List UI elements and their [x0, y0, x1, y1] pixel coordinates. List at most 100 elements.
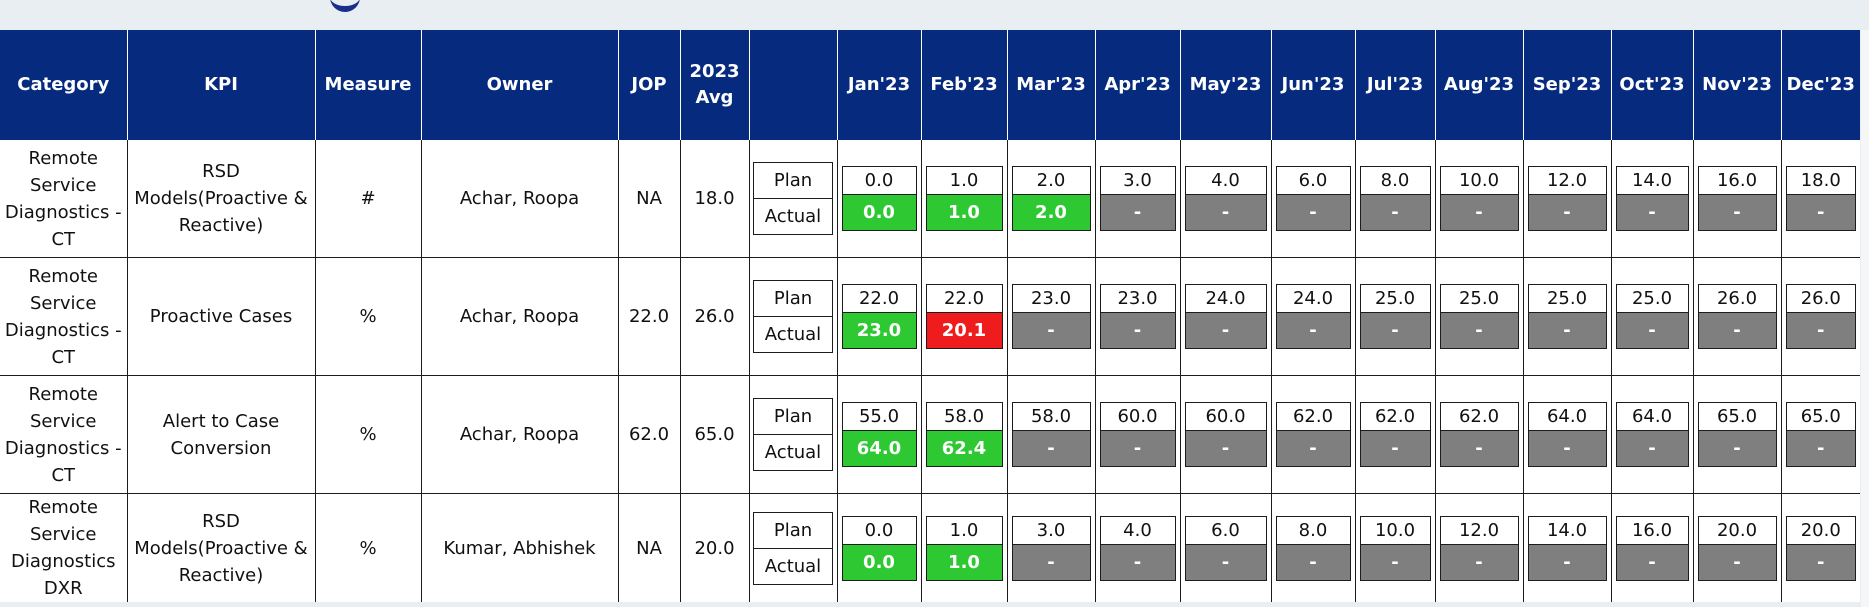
actual-value: - — [1100, 544, 1175, 580]
month-cell: 24.0- — [1180, 257, 1272, 376]
plan-value: 22.0 — [842, 285, 916, 313]
col-header-mar[interactable]: Mar'23 — [1007, 30, 1096, 140]
actual-value: - — [1276, 431, 1350, 466]
month-cell: 22.0 23.0 — [837, 257, 922, 376]
actual-value: - — [1616, 431, 1688, 466]
actual-label: Actual — [754, 316, 832, 352]
plan-value: 14.0 — [1528, 516, 1606, 545]
month-cell: 14.0- — [1611, 140, 1694, 258]
plan-value: 20.0 — [1786, 516, 1855, 545]
table-row[interactable]: Remote Service Diagnostics - CT Alert to … — [0, 375, 1860, 494]
table-row[interactable]: Remote Service Diagnostics - CT Proactive… — [0, 257, 1860, 376]
month-cell: 55.0 64.0 — [837, 375, 922, 494]
col-header-feb[interactable]: Feb'23 — [921, 30, 1008, 140]
plan-value: 65.0 — [1786, 403, 1855, 431]
plan-label: Plan — [773, 288, 813, 309]
plan-value: 60.0 — [1185, 403, 1266, 431]
vertical-scrollbar[interactable] — [1861, 30, 1869, 607]
plan-value: 10.0 — [1360, 516, 1430, 545]
col-header-apr[interactable]: Apr'23 — [1095, 30, 1181, 140]
plan-value: 3.0 — [1012, 516, 1090, 545]
month-cell: 1.0 1.0 — [921, 493, 1008, 602]
col-header-category[interactable]: Category — [0, 30, 128, 140]
plan-value: 14.0 — [1616, 167, 1688, 195]
col-header-may[interactable]: May'23 — [1180, 30, 1272, 140]
plan-actual-label-cell: Plan Actual — [749, 493, 838, 602]
category-cell: Remote Service Diagnostics - CT — [0, 257, 128, 376]
col-header-kpi[interactable]: KPI — [127, 30, 316, 140]
month-value-box: 10.0- — [1359, 515, 1431, 581]
month-value-box: 22.0 23.0 — [841, 284, 917, 349]
month-value-box: 25.0- — [1359, 284, 1431, 349]
col-header-avg[interactable]: 2023 Avg — [680, 30, 750, 140]
month-value-box: 25.0- — [1527, 284, 1607, 349]
month-value-box: 22.0 20.1 — [925, 284, 1003, 349]
plan-label: Plan — [773, 406, 813, 427]
month-cell: 2.0 2.0 — [1007, 140, 1096, 258]
actual-value: - — [1360, 431, 1430, 466]
plan-value: 24.0 — [1185, 285, 1266, 313]
plan-value: 6.0 — [1276, 167, 1350, 195]
month-cell: 16.0- — [1693, 140, 1782, 258]
plan-value: 55.0 — [842, 403, 916, 431]
plan-value: 18.0 — [1786, 167, 1855, 195]
actual-value: - — [1528, 313, 1606, 348]
title-fragment — [330, 0, 360, 12]
month-value-box: 1.0 1.0 — [925, 515, 1003, 581]
actual-label: Actual — [754, 198, 832, 234]
table-row[interactable]: Remote Service Diagnostics - CT RSD Model… — [0, 140, 1860, 258]
kpi-cell: Alert to Case Conversion — [127, 375, 316, 494]
month-value-box: 23.0- — [1099, 284, 1176, 349]
month-cell: 4.0- — [1095, 493, 1181, 602]
col-header-jun[interactable]: Jun'23 — [1271, 30, 1356, 140]
actual-value: - — [1528, 544, 1606, 580]
plan-value: 12.0 — [1440, 516, 1518, 545]
col-header-oct[interactable]: Oct'23 — [1611, 30, 1694, 140]
kpi-cell: Proactive Cases — [127, 257, 316, 376]
month-cell: 65.0- — [1693, 375, 1782, 494]
plan-label: Plan — [773, 519, 813, 541]
actual-value: - — [1360, 313, 1430, 348]
col-header-jan[interactable]: Jan'23 — [837, 30, 922, 140]
table-row[interactable]: Remote Service Diagnostics DXR RSD Models… — [0, 493, 1860, 602]
plan-value: 60.0 — [1100, 403, 1175, 431]
plan-value: 25.0 — [1440, 285, 1518, 313]
month-cell: 3.0- — [1095, 140, 1181, 258]
month-value-box: 6.0- — [1184, 515, 1267, 581]
col-header-aug[interactable]: Aug'23 — [1435, 30, 1524, 140]
col-header-sep[interactable]: Sep'23 — [1523, 30, 1612, 140]
col-header-jul[interactable]: Jul'23 — [1355, 30, 1436, 140]
plan-value: 20.0 — [1698, 516, 1776, 545]
col-header-dec[interactable]: Dec'23 — [1781, 30, 1860, 140]
col-header-nov[interactable]: Nov'23 — [1693, 30, 1782, 140]
month-cell: 6.0- — [1271, 140, 1356, 258]
col-header-measure[interactable]: Measure — [315, 30, 422, 140]
month-value-box: 65.0- — [1785, 402, 1856, 467]
actual-value: - — [1185, 195, 1266, 230]
month-cell: 12.0- — [1435, 493, 1524, 602]
month-value-box: 18.0- — [1785, 166, 1856, 231]
plan-value: 65.0 — [1698, 403, 1776, 431]
month-cell: 18.0- — [1781, 140, 1860, 258]
actual-value: - — [1012, 544, 1090, 580]
month-cell: 23.0- — [1007, 257, 1096, 376]
actual-value: 1.0 — [926, 544, 1002, 580]
month-value-box: 16.0- — [1697, 166, 1777, 231]
actual-value: - — [1698, 544, 1776, 580]
plan-value: 64.0 — [1616, 403, 1688, 431]
month-cell: 62.0- — [1355, 375, 1436, 494]
plan-value: 58.0 — [1012, 403, 1090, 431]
col-header-jop[interactable]: JOP — [618, 30, 681, 140]
month-cell: 8.0- — [1355, 140, 1436, 258]
plan-value: 8.0 — [1276, 516, 1350, 545]
month-cell: 14.0- — [1523, 493, 1612, 602]
plan-value: 10.0 — [1440, 167, 1518, 195]
jop-cell: NA — [618, 493, 681, 602]
actual-value: - — [1786, 195, 1855, 230]
month-cell: 12.0- — [1523, 140, 1612, 258]
actual-value: 64.0 — [842, 431, 916, 466]
plan-value: 16.0 — [1616, 516, 1688, 545]
measure-cell: % — [315, 493, 422, 602]
col-header-owner[interactable]: Owner — [421, 30, 619, 140]
